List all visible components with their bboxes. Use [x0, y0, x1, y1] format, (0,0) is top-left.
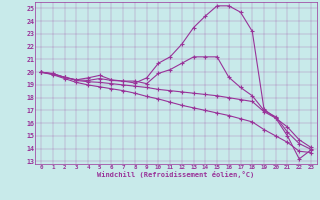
X-axis label: Windchill (Refroidissement éolien,°C): Windchill (Refroidissement éolien,°C): [97, 171, 255, 178]
